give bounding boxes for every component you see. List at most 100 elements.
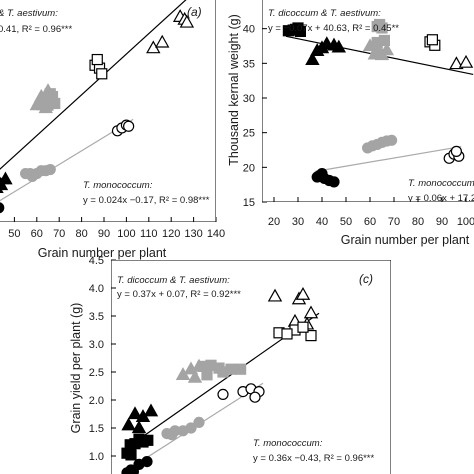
panel-b-x-ticks: 20 30 40 50 60 70 80 90 100 <box>268 197 474 228</box>
panel-b-y-tick-label: 30 <box>243 93 255 105</box>
panel-c-triangle-open-point <box>295 286 311 300</box>
panel-a-triangle-open-point <box>155 34 170 48</box>
panel-c-species-lower: T. monococcum: <box>253 438 323 449</box>
panel-c-triangle-filled-point <box>143 403 159 417</box>
panel-c: 0.51.01.52.02.53.03.54.04.5 (c) T. dicoc… <box>69 255 391 474</box>
panel-c-equation-upper: y = 0.37x + 0.07, R² = 0.92*** <box>117 289 241 300</box>
panel-a-x-ticks: 405060708090100110120130140 <box>8 217 225 240</box>
panel-c-triangle-open-point <box>303 305 319 319</box>
panel-a-x-tick-label: 110 <box>140 228 158 240</box>
panel-a-circle-gray-point <box>44 163 56 176</box>
panel-a-circle-gray-point <box>24 167 36 180</box>
panel-c-square-open-point <box>305 330 317 342</box>
panel-c-square-filled-point <box>142 434 154 446</box>
panel-a-x-tick-label: 80 <box>75 228 87 240</box>
panel-c-y-tick-label: 2.5 <box>89 367 104 379</box>
panel-a-x-tick-label: 140 <box>207 228 225 240</box>
panel-c-square-open-point <box>297 321 309 333</box>
panel-c-circle-open-point <box>217 388 229 400</box>
panel-b-x-tick-label: 60 <box>364 216 376 228</box>
panel-b-square-open-point <box>426 34 438 46</box>
panel-c-square-gray-point <box>217 366 229 378</box>
panel-b-square-filled-point <box>290 23 302 35</box>
panel-a-species-lower: T. monococcum: <box>83 180 153 191</box>
panel-a-triangle-filled-point <box>0 177 9 191</box>
panel-b-y-tick-label: 40 <box>243 24 255 36</box>
panel-c-circle-filled-point <box>141 456 153 468</box>
panel-c-triangle-open-point <box>267 288 283 302</box>
panel-a-square-gray-point <box>44 88 56 100</box>
panel-b-triangle-open-point <box>458 54 474 68</box>
panel-b-x-tick-label: 20 <box>268 216 280 228</box>
panel-a: 405060708090100110120130140 (a) & T. aes… <box>0 0 225 260</box>
panel-c-y-tick-label: 1.5 <box>89 423 104 435</box>
panel-b-x-tick-label: 90 <box>436 216 448 228</box>
panel-b-y-tick-label: 35 <box>243 58 255 70</box>
panel-b-plot-area: T. dicoccum & T. aestivum: y = −0.07x + … <box>262 0 474 204</box>
panel-c-species-upper: T. dicoccum & T. aestivum: <box>117 275 230 286</box>
panel-a-trend-lines <box>0 0 187 202</box>
panel-b-trend-line-2 <box>314 145 462 173</box>
panel-c-y-axis-label: Grain yield per plant (g) <box>69 303 83 434</box>
panel-a-x-tick-label: 50 <box>8 228 20 240</box>
panel-a-x-tick-label: 90 <box>98 228 110 240</box>
panel-b-y-ticks: 15 20 25 30 35 40 45 <box>243 0 267 209</box>
panel-c-triangle-filled-point <box>121 417 136 431</box>
panel-c-label: (c) <box>359 272 373 286</box>
panel-c-equation-lower: y = 0.36x −0.43, R² = 0.96*** <box>253 453 375 464</box>
panel-b-x-tick-label: 50 <box>340 216 352 228</box>
panel-c-y-tick-label: 1.0 <box>89 451 104 463</box>
panel-a-x-axis-label: Grain number per plant <box>38 246 167 260</box>
panel-b-equation-upper: y = −0.07x + 40.63, R² = 0.45** <box>268 23 399 34</box>
panel-b-circle-gray-point <box>386 134 398 146</box>
panel-b-x-tick-label: 30 <box>292 216 304 228</box>
panel-b-y-tick-label: 20 <box>243 162 255 174</box>
panel-c-circle-gray-point <box>193 416 205 428</box>
panel-b-species-lower: T. monococcum: <box>408 178 474 189</box>
panel-b-x-tick-label: 70 <box>388 216 400 228</box>
panel-a-x-tick-label: 120 <box>162 228 180 240</box>
panel-a-triangle-filled-point <box>0 186 4 193</box>
panel-b-x-tick-label: 40 <box>316 216 328 228</box>
panel-b-equation-lower: y = 0.06x + 17.2 <box>408 193 474 204</box>
panel-b-triangle-filled-point <box>305 52 320 66</box>
panel-a-square-open-point <box>91 53 103 66</box>
panel-b-points <box>282 18 474 188</box>
panel-c-y-ticks: 0.51.01.52.02.53.03.54.04.5 <box>89 255 116 463</box>
panel-a-x-tick-label: 130 <box>184 228 202 240</box>
panel-a-label: (a) <box>187 5 202 19</box>
panel-b-triangle-open-point <box>449 56 464 70</box>
panel-c-square-open-point <box>281 328 293 340</box>
panel-a-species-upper: & T. aestivum: <box>0 8 58 19</box>
panel-c-square-filled-point <box>125 449 137 461</box>
panel-a-square-gray-point <box>42 99 54 111</box>
panel-c-circle-open-point <box>249 391 261 403</box>
panel-b-circle-filled-point <box>314 170 326 182</box>
panel-b-triangle-filled-point <box>331 39 346 53</box>
panel-b-triangle-gray-point <box>379 42 394 56</box>
panel-b-triangle-gray-point <box>362 38 378 52</box>
panel-b-x-tick-label: 80 <box>412 216 424 228</box>
panel-a-square-open-point <box>96 68 108 80</box>
panel-b: T. dicoccum & T. aestivum: y = −0.07x + … <box>227 0 474 247</box>
panel-a-x-tick-label: 70 <box>53 228 65 240</box>
panel-b-square-gray-point <box>376 22 388 34</box>
panel-c-triangle-filled-point <box>131 420 147 434</box>
panel-a-trend-line-1 <box>0 0 187 170</box>
panel-c-points <box>121 286 319 474</box>
panel-a-plot-area <box>0 0 216 222</box>
panel-c-triangle-gray-point <box>187 369 203 383</box>
panel-c-square-gray-point <box>235 363 247 375</box>
panel-c-y-tick-label: 2.0 <box>89 395 104 407</box>
panel-a-circle-open-point <box>123 120 135 132</box>
panel-c-plot-area <box>111 260 391 474</box>
panel-c-y-tick-label: 3.5 <box>89 311 104 323</box>
panel-b-triangle-gray-point <box>367 46 382 60</box>
panel-c-circle-gray-point <box>185 422 197 434</box>
panel-a-circle-filled-point <box>0 202 5 214</box>
panel-c-y-tick-label: 4.0 <box>89 283 104 295</box>
panel-b-species-upper: T. dicoccum & T. aestivum: <box>268 8 381 19</box>
panel-c-y-tick-label: 3.0 <box>89 339 104 351</box>
panel-b-x-axis-label: Grain number per plant <box>341 233 470 247</box>
